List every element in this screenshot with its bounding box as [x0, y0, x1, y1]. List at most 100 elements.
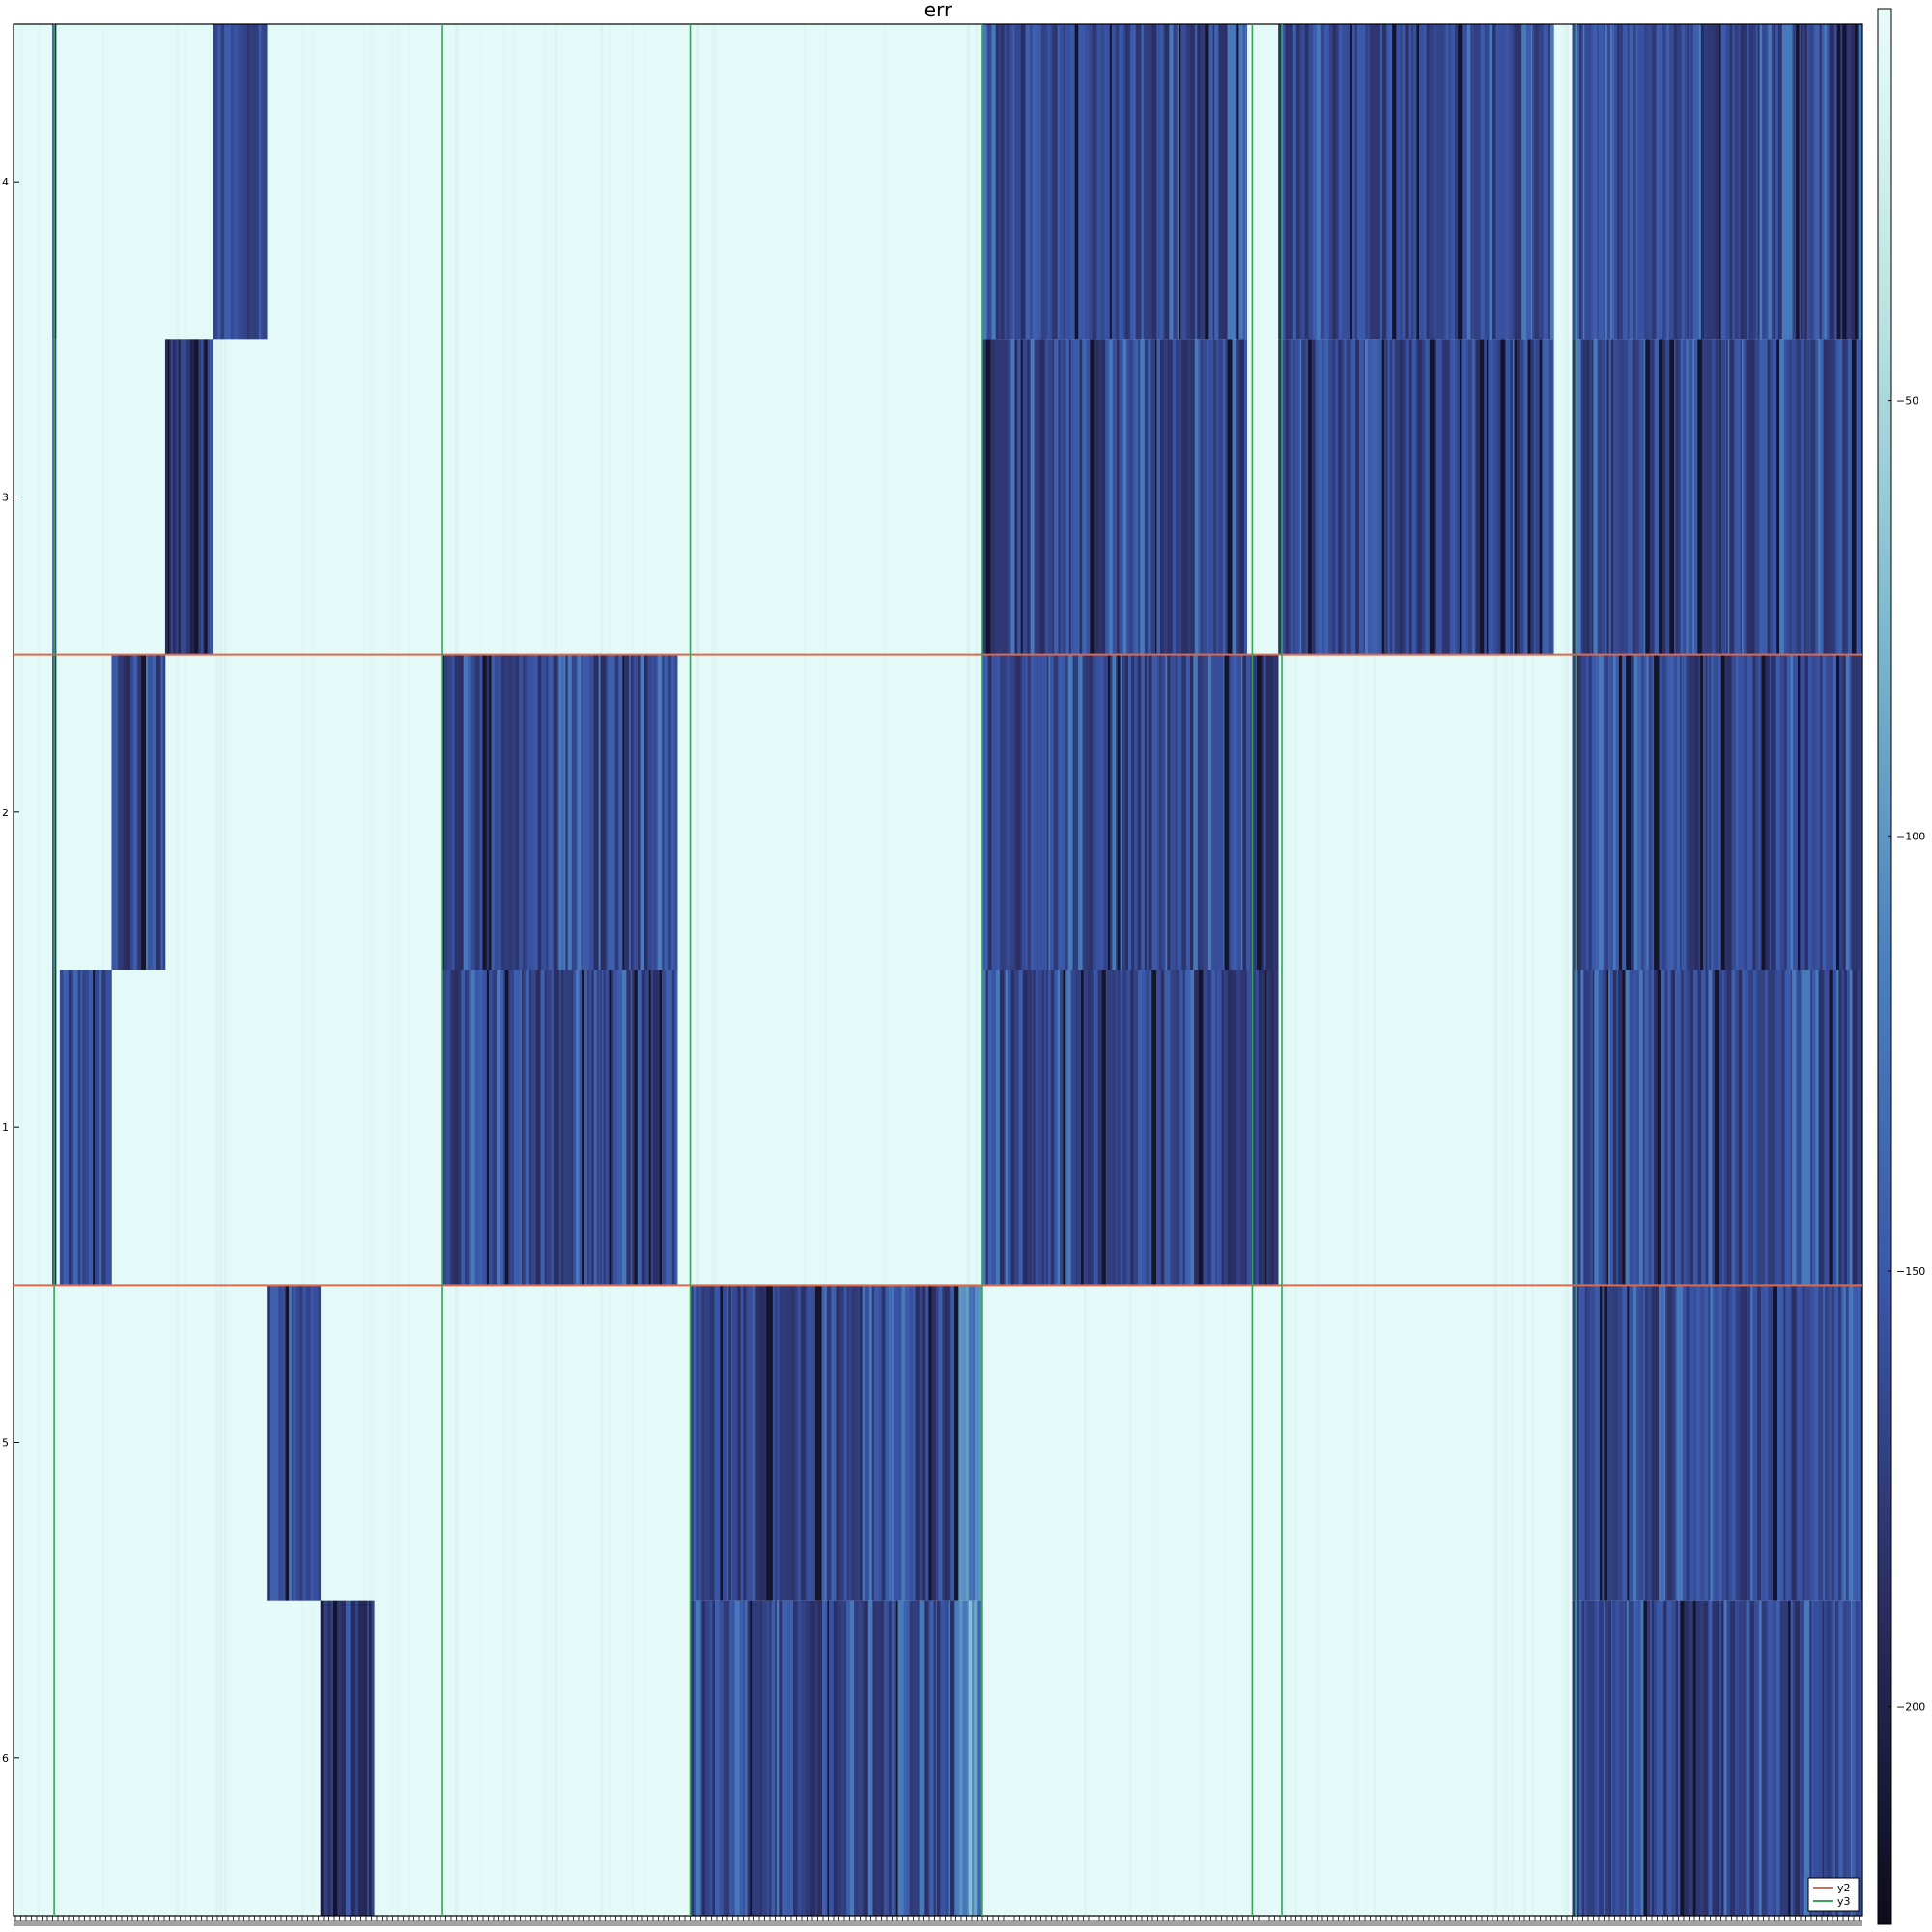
heatmap-cell	[337, 1601, 342, 1916]
heatmap-cell	[505, 970, 509, 1285]
colorbar-gradient	[1878, 9, 1891, 1924]
heatmap-cell	[1347, 339, 1351, 654]
heatmap-cell	[1585, 1285, 1588, 1600]
heatmap-cell	[1253, 970, 1257, 1285]
heatmap-cell	[1301, 339, 1306, 654]
heatmap-cell	[1850, 970, 1853, 1285]
heatmap-cell	[1048, 970, 1051, 1285]
heatmap-cell	[854, 1601, 859, 1916]
heatmap-cell	[1023, 970, 1028, 1285]
heatmap-cell	[1806, 1601, 1809, 1916]
colorbar-tick-label: −50	[1896, 395, 1918, 408]
heatmap-cell	[1191, 339, 1196, 654]
heatmap-cell	[1121, 970, 1123, 1285]
heatmap-cell	[1843, 1285, 1846, 1600]
heatmap-cell	[1669, 339, 1674, 654]
heatmap-cell	[500, 970, 503, 1285]
heatmap-cell	[1715, 1285, 1718, 1600]
heatmap-cell	[1666, 24, 1669, 339]
heatmap-cell	[1436, 24, 1440, 339]
heatmap-cell	[790, 1601, 793, 1916]
heatmap-cell	[1689, 339, 1692, 654]
heatmap-cell	[1548, 24, 1551, 339]
heatmap-cell	[1490, 24, 1493, 339]
heatmap-cell	[1699, 24, 1702, 339]
heatmap-cell	[1747, 24, 1749, 339]
heatmap-cell	[975, 1285, 979, 1600]
heatmap-cell	[1470, 24, 1474, 339]
heatmap-cell	[545, 970, 548, 1285]
heatmap-cell	[624, 655, 629, 970]
heatmap-cell	[1665, 1285, 1667, 1600]
heatmap-cell	[1734, 339, 1737, 654]
heatmap-cell	[286, 1285, 290, 1600]
heatmap-cell	[632, 970, 635, 1285]
heatmap-cell	[936, 1285, 939, 1600]
heatmap-cell	[111, 655, 116, 970]
heatmap-cell	[1488, 339, 1492, 654]
heatmap-cell	[1791, 1601, 1793, 1916]
heatmap-cell	[1607, 339, 1609, 654]
heatmap-cell	[1720, 24, 1725, 339]
heatmap-cell	[1654, 1285, 1657, 1600]
colorbar: −50−100−150−200	[1878, 9, 1925, 1924]
heatmap-cell	[1070, 24, 1075, 339]
heatmap-cell	[1105, 339, 1109, 654]
heatmap-cell	[989, 24, 992, 339]
y-tick-label: 5	[2, 1437, 9, 1450]
heatmap-cell	[672, 970, 675, 1285]
heatmap-cell	[720, 1285, 723, 1600]
heatmap-cell	[1619, 24, 1624, 339]
heatmap-cell	[1380, 339, 1382, 654]
heatmap-cell	[638, 655, 639, 970]
heatmap-cell	[1056, 339, 1059, 654]
heatmap-cell	[1682, 24, 1686, 339]
heatmap-cell	[1804, 24, 1807, 339]
heatmap-cell	[1833, 970, 1837, 1285]
heatmap-cell	[574, 655, 577, 970]
heatmap-cell	[797, 1601, 801, 1916]
heatmap-cell	[1528, 339, 1531, 654]
heatmap-cell	[1581, 339, 1584, 654]
heatmap-cell	[314, 1285, 319, 1600]
heatmap-cell	[178, 339, 181, 654]
heatmap-cell	[728, 1285, 731, 1600]
heatmap-cell	[1091, 655, 1094, 970]
heatmap-cell	[694, 1285, 697, 1600]
heatmap-cell	[217, 24, 221, 339]
heatmap-cell	[1830, 1601, 1833, 1916]
heatmap-cell	[1100, 655, 1104, 970]
heatmap-cell	[1639, 339, 1644, 654]
heatmap-cell	[1195, 24, 1198, 339]
heatmap-cell	[985, 970, 988, 1285]
heatmap-cell	[146, 655, 148, 970]
heatmap-cell	[1078, 655, 1083, 970]
heatmap-cell	[969, 1285, 974, 1600]
heatmap-cell	[834, 1601, 838, 1916]
heatmap-cell	[1693, 24, 1697, 339]
heatmap-cell	[1038, 655, 1043, 970]
heatmap-cell	[786, 1285, 789, 1600]
heatmap-cell	[1613, 970, 1617, 1285]
heatmap-cell	[1169, 24, 1173, 339]
heatmap-cell	[523, 970, 526, 1285]
heatmap-cell	[1667, 655, 1671, 970]
heatmap-cell	[1058, 970, 1061, 1285]
heatmap-cell	[1622, 970, 1625, 1285]
heatmap-cell	[1219, 655, 1223, 970]
heatmap-cell	[1101, 24, 1105, 339]
heatmap-cell	[133, 655, 137, 970]
heatmap-cell	[1058, 339, 1061, 654]
heatmap-cell	[1022, 655, 1027, 970]
heatmap-cell	[1785, 970, 1788, 1285]
heatmap-cell	[1689, 1601, 1693, 1916]
heatmap-cell	[1133, 339, 1136, 654]
heatmap-cell	[1750, 655, 1752, 970]
heatmap-cell	[1087, 339, 1091, 654]
heatmap-cell	[1820, 24, 1822, 339]
heatmap-cell	[1181, 655, 1185, 970]
heatmap-cell	[1587, 339, 1590, 654]
heatmap-cell	[1123, 655, 1126, 970]
heatmap-cell	[705, 1285, 710, 1600]
